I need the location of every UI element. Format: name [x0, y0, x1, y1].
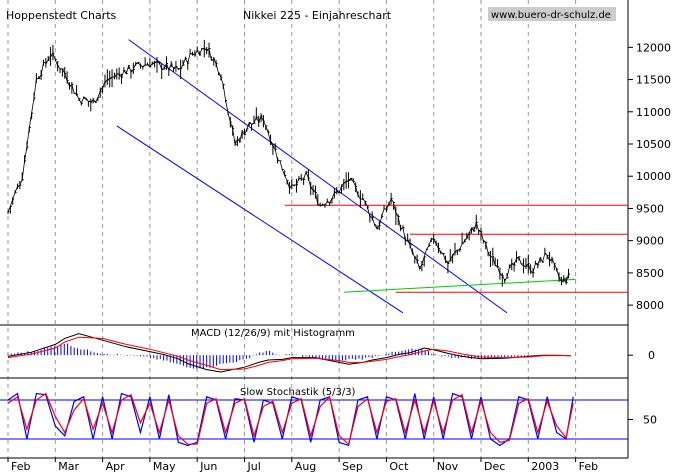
price-y-tick-label: 8000 [636, 299, 664, 312]
x-tick-label: Feb [11, 460, 30, 473]
price-y-tick-label: 10000 [636, 170, 671, 183]
source-label: Hoppenstedt Charts [6, 9, 117, 22]
price-y-tick-label: 11000 [636, 106, 671, 119]
x-tick-label: Feb [579, 460, 598, 473]
x-tick-label: May [153, 460, 176, 473]
price-y-tick-label: 12000 [636, 41, 671, 54]
price-line [7, 47, 569, 284]
chart-title: Nikkei 225 - Einjahreschart [243, 9, 392, 22]
x-tick-label: Mar [58, 460, 79, 473]
x-tick-label: Oct [389, 460, 409, 473]
price-series [7, 39, 571, 287]
price-y-tick-label: 9000 [636, 235, 664, 248]
price-y-tick-label: 10500 [636, 138, 671, 151]
stoch-lines [7, 392, 574, 447]
stoch-y-axis: 50 [0, 399, 657, 440]
price-y-axis: 8000 8500 9000 9500 10000 10500 11000 11500 1200… [628, 41, 671, 312]
x-axis: Feb Mar Apr May Jun Jul Aug Sep Oct Nov Dec 2003 Feb [7, 458, 598, 473]
trend-channel-lower [116, 125, 404, 314]
website-label[interactable]: www.buero-dr-schulz.de [491, 10, 611, 21]
stoch-y-tick-label: 50 [643, 414, 657, 427]
macd-y-tick-label: 0 [648, 349, 655, 362]
x-tick-label: Aug [295, 460, 316, 473]
x-tick-label: Dec [484, 460, 505, 473]
stoch-panel-label: Slow Stochastik (5/3/3) [240, 387, 356, 398]
macd-panel-label: MACD (12/26/9) mit Histogramm [191, 328, 355, 339]
stoch-k-line [7, 392, 574, 447]
x-tick-label: Nov [437, 460, 459, 473]
price-y-tick-label: 9500 [636, 202, 664, 215]
stoch-d-line [7, 392, 574, 446]
website-badge [488, 7, 616, 21]
price-y-tick-label: 11500 [636, 74, 671, 87]
x-tick-label: 2003 [531, 460, 559, 473]
price-technical-lines [116, 39, 628, 314]
uptrend-line [343, 278, 576, 293]
macd-y-axis: 0 [628, 349, 655, 362]
price-y-tick-label: 8500 [636, 267, 664, 280]
x-tick-label: Jun [199, 460, 217, 473]
macd-lines [7, 333, 571, 373]
x-tick-label: Apr [106, 460, 126, 473]
macd-line [7, 333, 571, 373]
x-tick-label: Jul [247, 460, 261, 473]
signal-line [7, 336, 571, 371]
x-tick-label: Sep [342, 460, 363, 473]
trend-channel-upper [128, 39, 508, 314]
